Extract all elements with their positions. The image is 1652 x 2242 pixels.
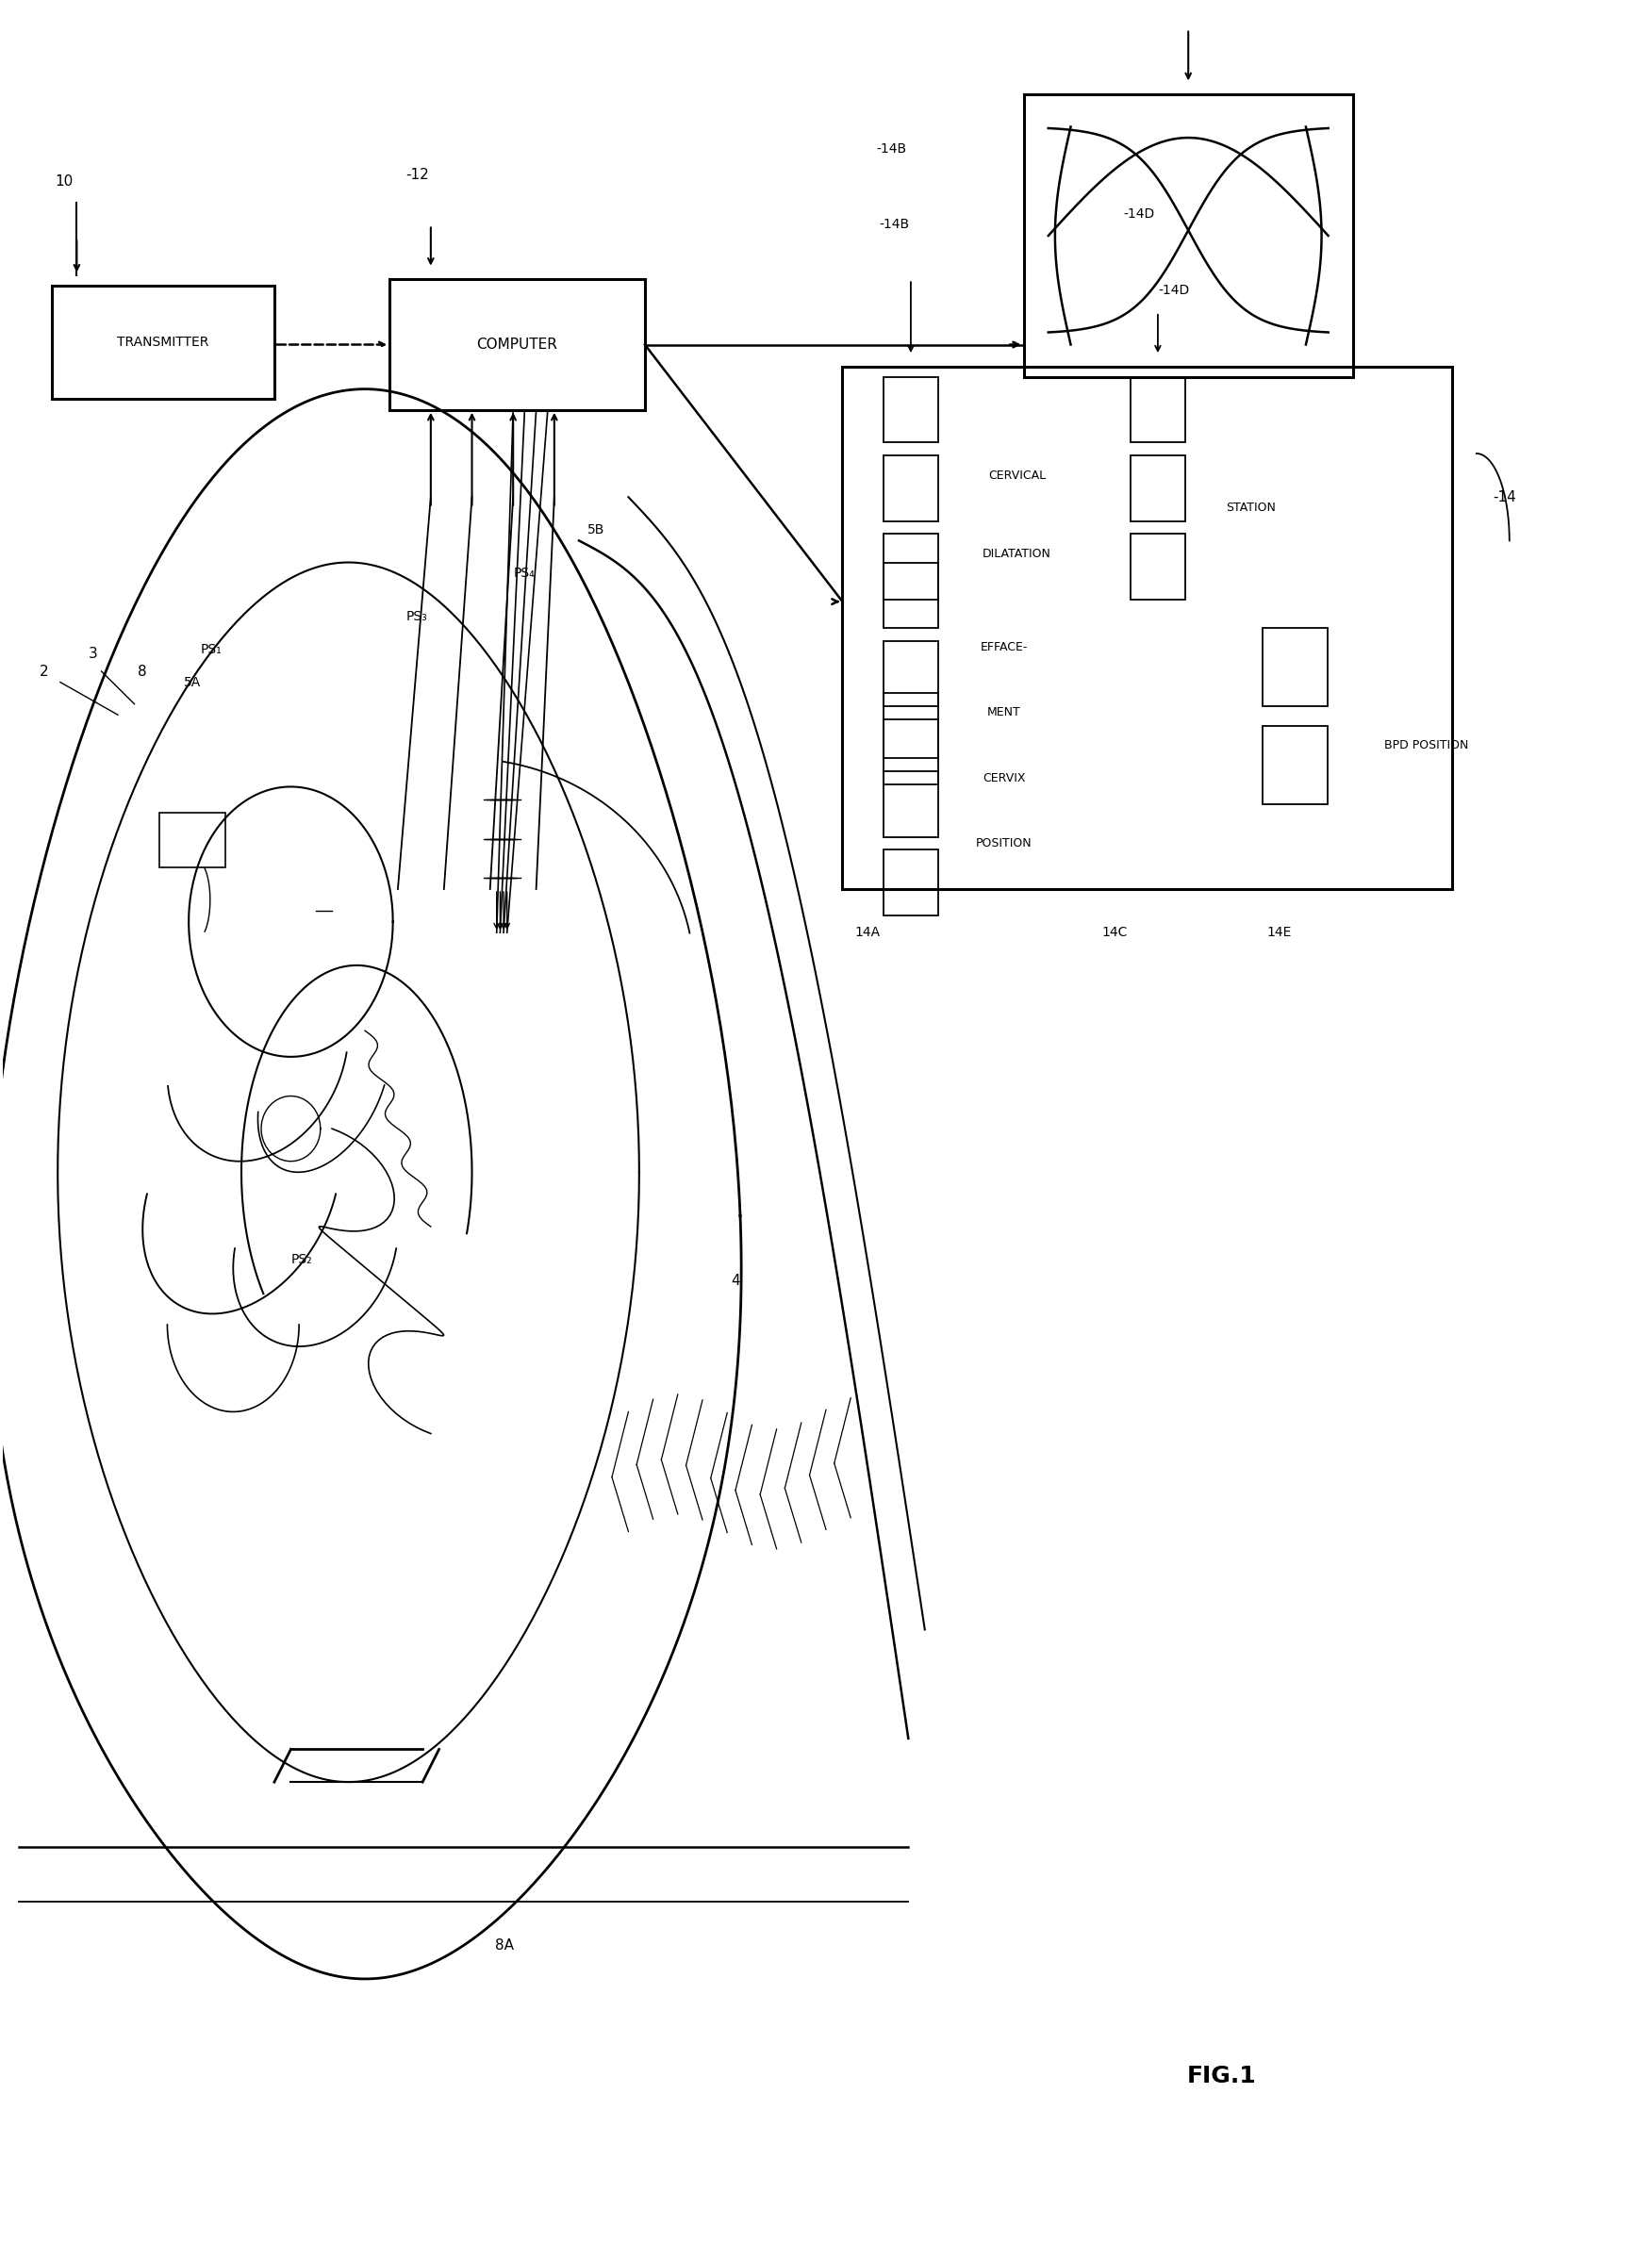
Text: 8: 8 [139, 664, 147, 679]
Text: PS₃: PS₃ [406, 610, 428, 623]
Text: 3: 3 [89, 646, 97, 661]
Bar [884, 720, 938, 785]
Text: 14A: 14A [854, 926, 881, 939]
Bar [884, 693, 938, 758]
Text: -14: -14 [1493, 491, 1517, 504]
Bar [51, 285, 274, 399]
Text: EFFACE-: EFFACE- [980, 641, 1028, 652]
Text: 5A: 5A [183, 675, 202, 688]
Text: 2: 2 [40, 664, 48, 679]
Text: MENT: MENT [986, 706, 1021, 720]
Bar [884, 377, 938, 442]
Bar [1024, 94, 1353, 377]
Text: STATION: STATION [1226, 502, 1275, 513]
Bar [884, 850, 938, 915]
Bar [1130, 455, 1184, 520]
Text: -12: -12 [406, 168, 430, 182]
Text: -16: -16 [1254, 0, 1277, 2]
Text: 4: 4 [730, 1273, 740, 1289]
Text: -14D: -14D [1158, 282, 1189, 296]
Text: TRANSMITTER: TRANSMITTER [117, 336, 210, 350]
Bar [884, 641, 938, 706]
Bar [1130, 377, 1184, 442]
Bar [884, 771, 938, 836]
Text: -14B: -14B [879, 217, 910, 231]
Text: PS₁: PS₁ [200, 643, 221, 657]
Text: BPD POSITION: BPD POSITION [1384, 740, 1469, 751]
Bar [884, 534, 938, 599]
Text: 14C: 14C [1102, 926, 1127, 939]
Bar [884, 563, 938, 628]
Bar [1262, 726, 1328, 805]
Text: COMPUTER: COMPUTER [477, 339, 558, 352]
Bar [159, 814, 225, 868]
Text: CERVIX: CERVIX [983, 771, 1026, 785]
Bar [1262, 628, 1328, 706]
Text: -14B: -14B [877, 141, 907, 155]
Bar [884, 455, 938, 520]
Text: 14E: 14E [1267, 926, 1292, 939]
Text: PS₂: PS₂ [291, 1253, 312, 1267]
Text: FIG.1: FIG.1 [1186, 2065, 1256, 2087]
Text: DILATATION: DILATATION [983, 547, 1051, 560]
Text: CERVICAL: CERVICAL [988, 469, 1046, 482]
Bar [843, 365, 1452, 890]
Bar [1130, 534, 1184, 599]
Bar [390, 280, 644, 410]
Text: 8A: 8A [496, 1939, 514, 1953]
Text: 10: 10 [55, 175, 73, 188]
Text: POSITION: POSITION [976, 836, 1032, 850]
Text: PS₄: PS₄ [514, 567, 535, 581]
Text: -14D: -14D [1123, 206, 1155, 220]
Text: 5B: 5B [586, 522, 605, 536]
